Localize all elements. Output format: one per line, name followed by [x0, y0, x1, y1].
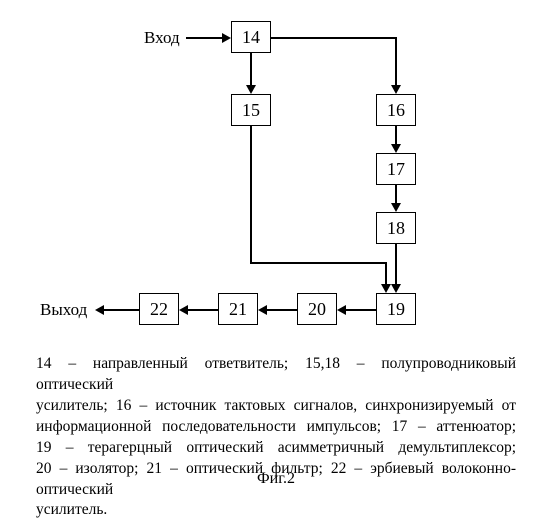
- edge-21-22: [188, 309, 218, 311]
- edge-20-21: [267, 309, 297, 311]
- diagram-canvas: Вход Выход 14 15 16 17 18 19 20 21 22 14…: [0, 0, 552, 500]
- arrow-head-icon: [222, 33, 231, 43]
- legend-line: усилитель.: [36, 500, 516, 521]
- edge-18-19: [395, 244, 397, 284]
- edge-15-19-v: [250, 126, 252, 262]
- edge-14-16-v: [395, 37, 397, 85]
- arrow-head-icon: [391, 284, 401, 293]
- arrow-head-icon: [95, 305, 104, 315]
- node-16: 16: [376, 94, 416, 126]
- input-label: Вход: [144, 28, 180, 48]
- legend-line: 19 – терагерцный оптический асимметричны…: [36, 438, 516, 459]
- legend-line: 14 – направленный ответвитель; 15,18 – п…: [36, 354, 516, 396]
- figure-caption: Фиг.2: [0, 470, 552, 488]
- arrow-head-icon: [391, 203, 401, 212]
- node-21-label: 21: [229, 299, 247, 320]
- node-15-label: 15: [242, 100, 260, 121]
- node-19: 19: [376, 293, 416, 325]
- node-14-label: 14: [242, 27, 260, 48]
- node-19-label: 19: [387, 299, 405, 320]
- node-15: 15: [231, 94, 271, 126]
- edge-15-19-h: [250, 262, 386, 264]
- edge-14-15: [250, 53, 252, 85]
- edge-16-17: [395, 126, 397, 144]
- arrow-head-icon: [391, 144, 401, 153]
- edge-22-output: [104, 309, 139, 311]
- arrow-head-icon: [258, 305, 267, 315]
- edge-15-19-v2: [385, 262, 387, 284]
- legend-text: 14 – направленный ответвитель; 15,18 – п…: [36, 354, 516, 521]
- node-16-label: 16: [387, 100, 405, 121]
- arrow-head-icon: [246, 85, 256, 94]
- node-14: 14: [231, 21, 271, 53]
- node-18-label: 18: [387, 218, 405, 239]
- edge-14-16-h: [271, 37, 396, 39]
- legend-line: усилитель; 16 – источник тактовых сигнал…: [36, 396, 516, 417]
- node-21: 21: [218, 293, 258, 325]
- node-17-label: 17: [387, 159, 405, 180]
- node-22-label: 22: [150, 299, 168, 320]
- edge-input-14: [186, 37, 222, 39]
- node-20: 20: [297, 293, 337, 325]
- arrow-head-icon: [179, 305, 188, 315]
- node-17: 17: [376, 153, 416, 185]
- arrow-head-icon: [381, 284, 391, 293]
- arrow-head-icon: [337, 305, 346, 315]
- arrow-head-icon: [391, 85, 401, 94]
- node-18: 18: [376, 212, 416, 244]
- node-20-label: 20: [308, 299, 326, 320]
- output-label: Выход: [40, 300, 87, 320]
- edge-19-20: [346, 309, 376, 311]
- edge-17-18: [395, 185, 397, 203]
- node-22: 22: [139, 293, 179, 325]
- legend-line: информационной последовательности импуль…: [36, 417, 516, 438]
